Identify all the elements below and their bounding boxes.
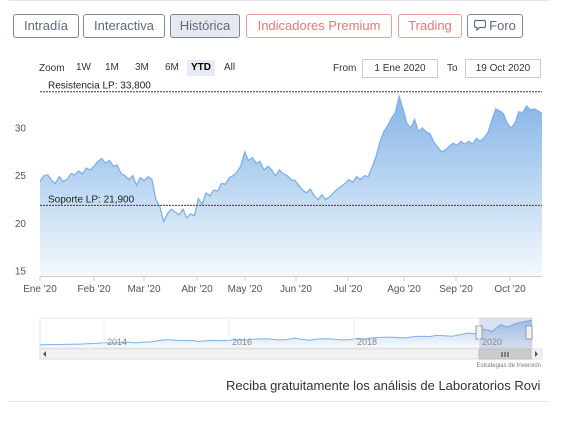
navigator-year-label: 2016	[232, 337, 252, 347]
scroll-right-icon[interactable]	[535, 351, 538, 357]
zoom-label: Zoom	[39, 63, 65, 74]
range-to-label: To	[447, 63, 458, 74]
tab-indicadores-premium[interactable]: Indicadores Premium	[246, 14, 392, 38]
zoom-1m-button[interactable]: 1M	[105, 62, 119, 73]
y-tick-label: 30	[15, 124, 27, 135]
tab-trading-label: Trading	[408, 18, 452, 33]
navigator-right-handle[interactable]	[525, 325, 533, 340]
range-from-label: From	[333, 63, 357, 74]
main-plot-area[interactable]: Ene '20 Feb '20 Mar '20 Abr '20 May '20 Jun '…	[15, 81, 543, 295]
x-tick-label: May '20	[228, 284, 263, 295]
y-tick-label: 25	[15, 171, 27, 182]
price-line	[39, 94, 543, 224]
chart-credit: Estrategias de Inversión	[477, 363, 541, 369]
navigator-area	[40, 320, 532, 348]
chat-bubble-icon	[474, 16, 487, 38]
tab-indicadores-premium-label: Indicadores Premium	[257, 18, 381, 33]
x-tick-label: Jun '20	[280, 284, 312, 295]
tab-foro[interactable]: Foro	[467, 14, 523, 38]
x-tick-label: Ago '20	[387, 284, 421, 295]
bottom-divider	[9, 401, 549, 402]
navigator-line	[39, 319, 533, 346]
zoom-1w-button[interactable]: 1W	[76, 62, 91, 73]
top-divider	[9, 0, 549, 1]
range-to-input[interactable]	[465, 59, 541, 78]
tab-historica-label: Histórica	[179, 18, 231, 33]
tab-interactiva-label: Interactiva	[94, 18, 154, 33]
price-area	[40, 96, 542, 276]
y-tick-label: 20	[15, 219, 27, 230]
navigator-year-label: 2018	[357, 337, 377, 347]
scroll-left-icon[interactable]	[43, 351, 46, 357]
tab-intradia[interactable]: Intradía	[13, 14, 79, 38]
navigator-selection	[479, 318, 532, 348]
zoom-6m-button[interactable]: 6M	[165, 62, 179, 73]
navigator[interactable]: 2014 2016 2018 2020 Estrategias de Inversión	[39, 317, 543, 369]
navigator-scrollbar[interactable]	[39, 348, 543, 360]
x-tick-label: Mar '20	[127, 284, 160, 295]
tab-historica[interactable]: Histórica	[170, 14, 240, 38]
navigator-year-label: 2020	[482, 337, 502, 347]
x-tick-label: Abr '20	[181, 284, 213, 295]
range-from-input[interactable]	[362, 59, 438, 78]
zoom-3m-button[interactable]: 3M	[135, 62, 149, 73]
x-tick-label: Sep '20	[439, 284, 473, 295]
zoom-ytd-button[interactable]: YTD	[187, 60, 215, 76]
x-tick-label: Feb '20	[77, 284, 110, 295]
x-tick-label: Oct '20	[494, 284, 526, 295]
x-tick-label: Jul '20	[334, 284, 363, 295]
zoom-all-button[interactable]: All	[224, 62, 236, 73]
promo-text[interactable]: Reciba gratuitamente los análisis de Lab…	[226, 378, 541, 393]
y-tick-label: 15	[15, 267, 27, 278]
tab-intradia-label: Intradía	[23, 18, 69, 33]
tab-interactiva[interactable]: Interactiva	[83, 14, 165, 38]
support-label: Soporte LP: 21,900	[48, 194, 135, 205]
tab-trading[interactable]: Trading	[398, 14, 462, 38]
scrollbar-grip-icon	[501, 352, 509, 357]
tab-foro-label: Foro	[489, 18, 516, 33]
x-tick-label: Ene '20	[23, 284, 57, 295]
resistance-label: Resistencia LP: 33,800	[48, 81, 151, 92]
navigator-year-label: 2014	[107, 337, 127, 347]
